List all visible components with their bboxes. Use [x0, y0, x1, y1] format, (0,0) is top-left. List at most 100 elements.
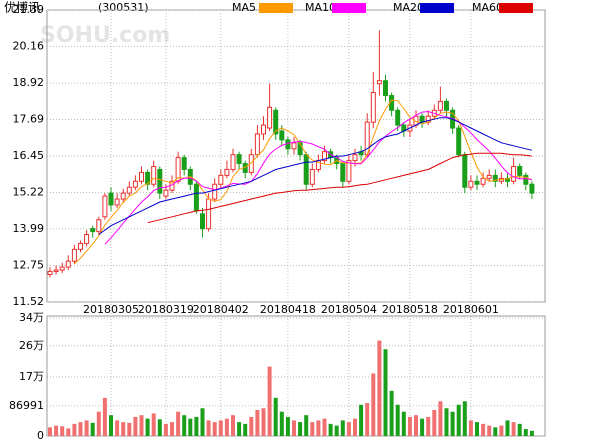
volume-bar: [316, 420, 321, 436]
volume-frame: [46, 315, 546, 437]
x-tick-label: 20180319: [138, 303, 194, 316]
candle-body: [65, 260, 71, 268]
y-tick-label: 18.92: [13, 76, 45, 89]
candle-body: [181, 157, 187, 170]
candle-body: [486, 174, 492, 179]
candle-body: [206, 198, 212, 230]
candle-body: [303, 154, 309, 185]
volume-bar: [377, 340, 382, 436]
volume-bar: [523, 429, 528, 436]
volume-bar: [420, 418, 425, 436]
volume-bar: [188, 418, 193, 436]
volume-bar: [310, 422, 315, 436]
candle-body: [126, 186, 132, 194]
candle-body: [90, 228, 96, 233]
volume-bar: [285, 416, 290, 436]
candle-body: [517, 166, 523, 176]
volume-bar: [194, 416, 199, 436]
candle-body: [236, 154, 242, 165]
volume-bar: [151, 413, 156, 436]
volume-bar: [243, 423, 248, 436]
legend-swatch: [499, 3, 533, 13]
ma-line: [98, 117, 533, 235]
y-tick-label: 12.75: [13, 259, 45, 272]
legend-swatch: [259, 3, 293, 13]
volume-bar: [426, 416, 431, 436]
volume-bar: [267, 366, 272, 436]
x-tick-label: 20180504: [321, 303, 377, 316]
candle-body: [523, 174, 529, 185]
candle-body: [267, 106, 273, 129]
candle-body: [297, 142, 303, 156]
volume-bar: [90, 422, 95, 436]
volume-bar: [78, 422, 83, 436]
candle-body: [120, 192, 126, 200]
volume-bar: [66, 428, 71, 436]
candle-body: [383, 80, 388, 96]
candle-body: [212, 183, 218, 200]
volume-bar: [54, 425, 59, 436]
volume-bar: [157, 419, 162, 436]
volume-bar: [462, 401, 467, 436]
candle-body: [102, 195, 108, 218]
candle-body: [193, 183, 199, 212]
y-tick-label: 17万: [19, 370, 44, 383]
volume-bar: [72, 423, 77, 436]
volume-bar: [493, 427, 498, 436]
volume-bar: [261, 408, 266, 436]
volume-bar: [499, 425, 504, 436]
volume-bar: [487, 425, 492, 436]
legend-label: MA20: [393, 1, 424, 14]
candle-body: [480, 177, 486, 185]
volume-bar: [182, 415, 187, 436]
candle-body: [474, 180, 480, 185]
volume-bar: [115, 420, 120, 436]
candle-body: [96, 219, 102, 233]
volume-bar: [334, 425, 339, 436]
candle-body: [230, 154, 236, 170]
volume-bar: [353, 418, 357, 436]
y-tick-label: 20.16: [13, 39, 45, 52]
candle-body: [78, 242, 83, 250]
y-tick-label: 16.45: [13, 149, 45, 162]
candle-body: [511, 166, 517, 182]
volume-bar: [121, 422, 126, 436]
y-tick-label: 11.52: [13, 295, 45, 308]
y-tick-label: 0: [37, 429, 44, 440]
volume-bar: [444, 408, 449, 436]
volume-bar: [414, 415, 418, 436]
ma-line: [74, 99, 533, 265]
legend-label: MA5: [232, 1, 256, 14]
y-tick-label: 15.22: [13, 186, 45, 199]
candle-body: [279, 130, 285, 141]
x-tick-label: 20180402: [193, 303, 249, 316]
volume-bar: [450, 411, 455, 436]
candle-body: [437, 100, 443, 111]
volume-bar: [163, 423, 168, 436]
candle-body: [71, 248, 77, 262]
candle-body: [492, 174, 498, 182]
volume-bar: [127, 422, 132, 436]
volume-bar: [304, 415, 309, 436]
volume-bar: [359, 404, 364, 436]
volume-bar: [401, 411, 406, 436]
volume-bar: [456, 404, 461, 436]
candle-body: [505, 177, 510, 182]
candle-body: [163, 189, 169, 197]
volume-bar: [249, 416, 254, 436]
volume-bar: [109, 415, 113, 436]
volume-bar: [395, 404, 400, 436]
ma-line: [104, 110, 532, 245]
volume-bar: [407, 416, 412, 436]
candle-body: [218, 174, 224, 185]
candle-body: [59, 266, 65, 271]
candle-body: [395, 109, 401, 126]
volume-bar: [432, 409, 437, 436]
volume-bar: [139, 415, 144, 436]
candle-body: [157, 168, 163, 194]
candle-body: [444, 100, 449, 111]
volume-bar: [279, 411, 284, 436]
watermark: SOHU.com: [40, 23, 170, 48]
y-tick-label: 86991: [9, 399, 44, 412]
y-tick-label: 34万: [19, 311, 44, 324]
